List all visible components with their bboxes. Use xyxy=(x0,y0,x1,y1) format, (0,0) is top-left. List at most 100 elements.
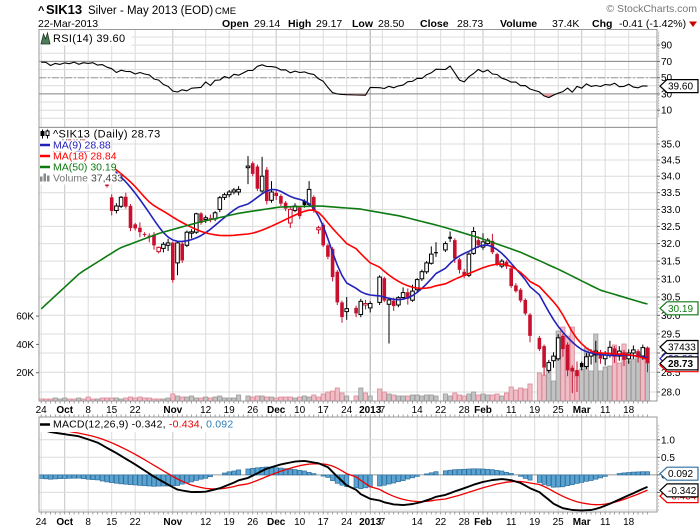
svg-text:12: 12 xyxy=(200,517,212,528)
svg-text:50: 50 xyxy=(661,73,673,84)
svg-text:^: ^ xyxy=(38,5,45,17)
svg-text:28.50: 28.50 xyxy=(378,18,404,30)
svg-text:60K: 60K xyxy=(16,312,34,323)
svg-text:19: 19 xyxy=(224,517,236,528)
svg-text:33.0: 33.0 xyxy=(661,205,681,216)
svg-text:20K: 20K xyxy=(16,368,34,379)
svg-text:Oct: Oct xyxy=(56,517,73,528)
svg-text:11: 11 xyxy=(506,517,517,528)
svg-text:Oct: Oct xyxy=(56,405,73,416)
svg-text:0.5: 0.5 xyxy=(661,453,675,464)
svg-text:24: 24 xyxy=(341,405,353,416)
svg-text:Volume: Volume xyxy=(500,18,537,30)
svg-text:Dec: Dec xyxy=(267,405,286,416)
svg-text:29.17: 29.17 xyxy=(316,18,342,30)
svg-text:2013: 2013 xyxy=(359,517,382,528)
svg-text:© StockCharts.com: © StockCharts.com xyxy=(606,3,697,15)
svg-text:22: 22 xyxy=(435,517,447,528)
svg-text:19: 19 xyxy=(529,517,541,528)
svg-text:28.0: 28.0 xyxy=(661,388,681,399)
svg-text:24: 24 xyxy=(36,517,48,528)
svg-text:35.0: 35.0 xyxy=(661,140,681,151)
svg-text:22: 22 xyxy=(130,405,142,416)
svg-text:26: 26 xyxy=(247,405,259,416)
svg-text:39.60: 39.60 xyxy=(668,82,693,93)
svg-text:17: 17 xyxy=(318,517,330,528)
svg-text:17: 17 xyxy=(318,405,330,416)
svg-text:8: 8 xyxy=(85,517,91,528)
svg-text:28.73: 28.73 xyxy=(668,359,693,370)
svg-text:29.5: 29.5 xyxy=(661,330,681,341)
svg-text:37433: 37433 xyxy=(668,343,696,354)
svg-text:30.19: 30.19 xyxy=(668,304,693,315)
svg-text:Silver - May 2013 (EOD): Silver - May 2013 (EOD) xyxy=(88,5,213,17)
svg-text:Feb: Feb xyxy=(474,517,492,528)
svg-text:18: 18 xyxy=(623,517,635,528)
svg-text:33.5: 33.5 xyxy=(661,188,681,199)
svg-text:Chg: Chg xyxy=(592,18,612,30)
svg-text:10: 10 xyxy=(294,517,306,528)
svg-text:Nov: Nov xyxy=(163,517,182,528)
svg-text:CME: CME xyxy=(215,6,236,17)
svg-text:^SIK13 (Daily) 28.73: ^SIK13 (Daily) 28.73 xyxy=(53,129,161,141)
svg-text:31.0: 31.0 xyxy=(661,274,681,285)
svg-text:19: 19 xyxy=(529,405,541,416)
svg-text:22: 22 xyxy=(435,405,447,416)
svg-text:High: High xyxy=(288,18,311,30)
svg-text:Low: Low xyxy=(352,18,374,30)
svg-text:29.14: 29.14 xyxy=(254,18,280,30)
svg-text:24: 24 xyxy=(36,405,48,416)
svg-text:34.5: 34.5 xyxy=(661,156,681,167)
svg-text:30: 30 xyxy=(661,89,673,100)
svg-text:25: 25 xyxy=(553,517,565,528)
svg-text:30.0: 30.0 xyxy=(661,311,681,322)
svg-text:24: 24 xyxy=(341,517,353,528)
svg-text:31.5: 31.5 xyxy=(661,257,681,268)
svg-text:11: 11 xyxy=(600,517,611,528)
svg-text:14: 14 xyxy=(412,517,424,528)
svg-text:Mar: Mar xyxy=(573,405,591,416)
svg-text:70: 70 xyxy=(661,57,673,68)
svg-text:10: 10 xyxy=(294,405,306,416)
svg-text:25: 25 xyxy=(553,405,565,416)
svg-text:12: 12 xyxy=(200,405,212,416)
svg-text:22-Mar-2013: 22-Mar-2013 xyxy=(38,18,98,30)
svg-text:32.0: 32.0 xyxy=(661,239,681,250)
svg-text:Open: Open xyxy=(222,18,249,30)
svg-text:7: 7 xyxy=(380,517,386,528)
svg-text:MA(9) 28.88: MA(9) 28.88 xyxy=(53,140,111,152)
svg-text:Close: Close xyxy=(420,18,449,30)
svg-text:15: 15 xyxy=(106,517,118,528)
svg-text:28: 28 xyxy=(459,517,471,528)
svg-text:15: 15 xyxy=(106,405,118,416)
svg-text:28.73: 28.73 xyxy=(457,18,483,30)
svg-text:28: 28 xyxy=(459,405,471,416)
svg-text:37.4K: 37.4K xyxy=(552,18,579,30)
svg-text:MA(18) 28.84: MA(18) 28.84 xyxy=(53,151,117,163)
svg-text:-0.342: -0.342 xyxy=(668,486,697,497)
svg-text:Nov: Nov xyxy=(163,405,182,416)
svg-text:MACD(12,26,9) -0.342, -0.434,: MACD(12,26,9) -0.342, -0.434, 0.092 xyxy=(53,419,233,431)
svg-text:32.5: 32.5 xyxy=(661,222,681,233)
svg-text:Feb: Feb xyxy=(474,405,492,416)
svg-text:10: 10 xyxy=(661,106,673,117)
svg-text:18: 18 xyxy=(623,405,635,416)
svg-text:34.0: 34.0 xyxy=(661,172,681,183)
svg-text:7: 7 xyxy=(380,405,386,416)
svg-text:22: 22 xyxy=(130,517,142,528)
svg-text:-0.41 (-1.42%): -0.41 (-1.42%) xyxy=(619,18,686,30)
svg-text:2013: 2013 xyxy=(359,405,382,416)
svg-text:RSI(14) 39.60: RSI(14) 39.60 xyxy=(53,33,125,45)
svg-text:11: 11 xyxy=(506,405,517,416)
svg-text:Volume 37,433: Volume 37,433 xyxy=(53,173,123,185)
svg-text:SIK13: SIK13 xyxy=(46,2,82,17)
svg-text:11: 11 xyxy=(600,405,611,416)
svg-text:14: 14 xyxy=(412,405,424,416)
svg-text:Dec: Dec xyxy=(267,517,286,528)
svg-text:Mar: Mar xyxy=(573,517,591,528)
svg-text:28.5: 28.5 xyxy=(661,368,681,379)
svg-text:40K: 40K xyxy=(16,340,34,351)
svg-text:19: 19 xyxy=(224,405,236,416)
svg-text:MA(50) 30.19: MA(50) 30.19 xyxy=(53,162,117,174)
svg-text:0.092: 0.092 xyxy=(668,469,693,480)
